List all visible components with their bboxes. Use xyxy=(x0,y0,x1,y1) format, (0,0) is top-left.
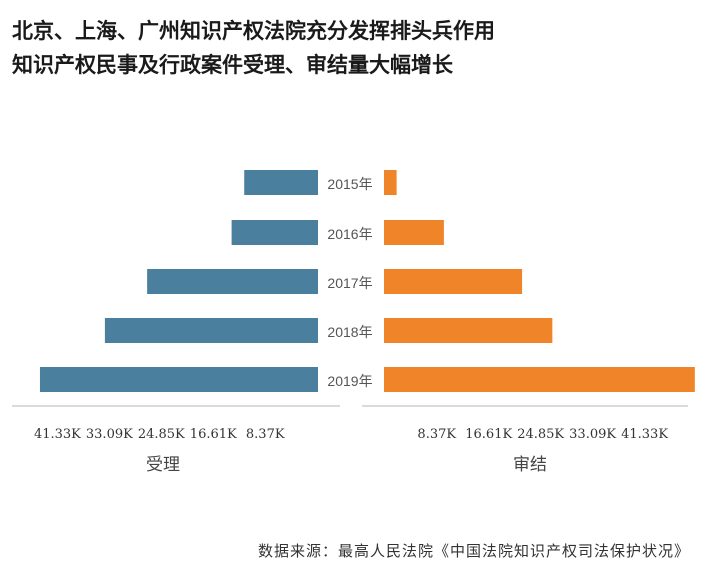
left-tick-label-4: 8.37K xyxy=(246,427,285,442)
right-ticks-group: 8.37K 16.61K 24.85K 33.09K 41.33K xyxy=(417,427,668,442)
chart-title: 北京、上海、广州知识产权法院充分发挥排头兵作用 知识产权民事及行政案件受理、审结… xyxy=(12,14,702,82)
category-labels-group: 2015年 2016年 2017年 2018年 2019年 xyxy=(327,176,372,389)
left-tick-label-2: 24.85K xyxy=(138,427,185,442)
category-label-4: 2019年 xyxy=(327,373,372,389)
category-label-1: 2016年 xyxy=(327,226,372,242)
bar-shouli-0 xyxy=(244,170,318,195)
chart-title-line1: 北京、上海、广州知识产权法院充分发挥排头兵作用 xyxy=(12,19,495,43)
data-source-note: 数据来源：最高人民法院《中国法院知识产权司法保护状况》 xyxy=(257,542,690,560)
right-tick-label-2: 24.85K xyxy=(517,427,564,442)
left-tick-label-0: 41.33K xyxy=(34,427,81,442)
left-axis-label: 受理 xyxy=(146,455,180,475)
right-tick-label-3: 33.09K xyxy=(569,427,616,442)
right-bars-group xyxy=(384,170,695,392)
right-tick-label-4: 41.33K xyxy=(621,427,668,442)
bar-shouli-1 xyxy=(231,220,318,245)
bar-shenjie-0 xyxy=(384,170,397,195)
left-bars-group xyxy=(39,170,319,392)
left-tick-label-1: 33.09K xyxy=(86,427,133,442)
category-label-3: 2018年 xyxy=(327,324,372,340)
bar-shouli-2 xyxy=(147,269,318,294)
right-axis-label: 审结 xyxy=(513,455,547,475)
bar-shenjie-1 xyxy=(384,220,444,245)
bar-shouli-3 xyxy=(104,318,319,343)
right-tick-label-0: 8.37K xyxy=(417,427,456,442)
category-label-2: 2017年 xyxy=(327,275,372,291)
right-tick-label-1: 16.61K xyxy=(465,427,512,442)
bar-shenjie-3 xyxy=(384,318,553,343)
left-ticks-group: 41.33K 33.09K 24.85K 16.61K 8.37K xyxy=(34,427,285,442)
category-label-0: 2015年 xyxy=(327,176,372,192)
left-tick-label-3: 16.61K xyxy=(190,427,237,442)
chart-title-line2: 知识产权民事及行政案件受理、审结量大幅增长 xyxy=(12,53,453,77)
bar-shenjie-2 xyxy=(384,269,523,294)
bar-shenjie-4 xyxy=(384,367,695,392)
bar-shouli-4 xyxy=(39,367,319,392)
